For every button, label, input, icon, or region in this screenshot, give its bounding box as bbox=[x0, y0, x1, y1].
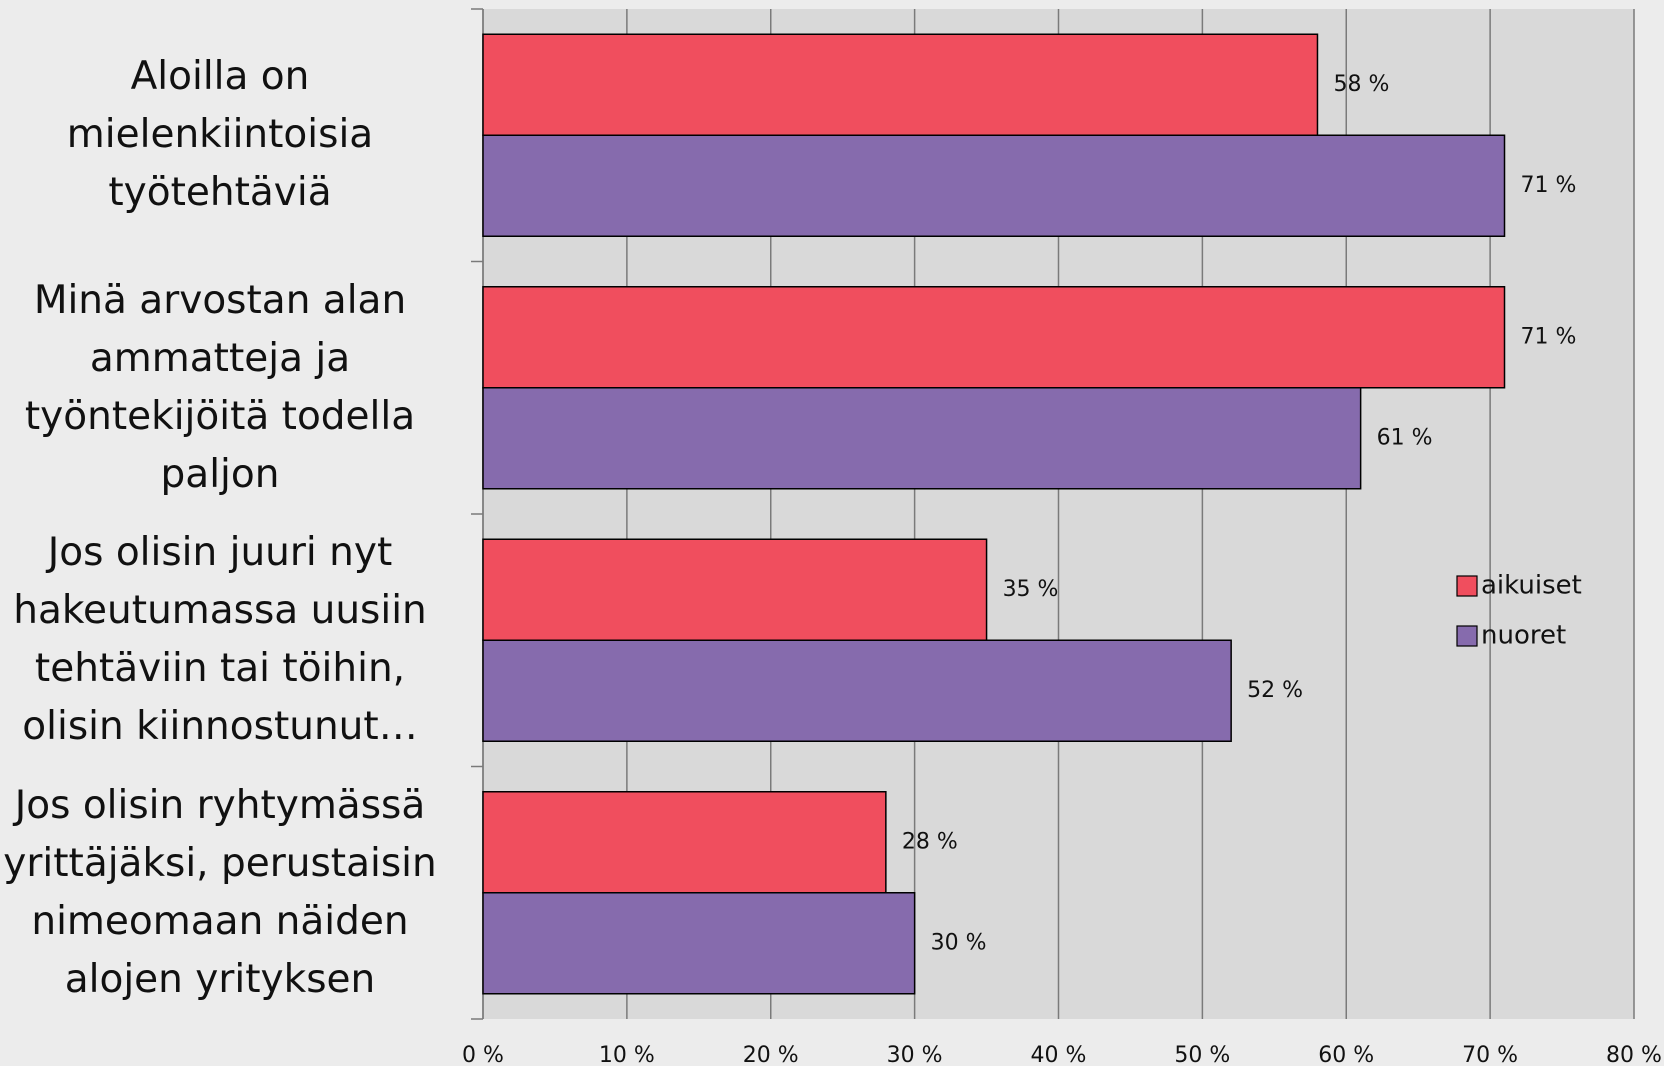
data-label: 71 % bbox=[1521, 324, 1577, 349]
data-label: 28 % bbox=[902, 829, 958, 854]
x-tick-label: 50 % bbox=[1174, 1043, 1230, 1066]
category-label: Minä arvostan alan ammatteja ja työnteki… bbox=[24, 277, 416, 497]
category-label: Aloilla on mielenkiintoisia työtehtäviä bbox=[66, 54, 374, 216]
legend-label: aikuiset bbox=[1481, 571, 1582, 601]
data-label: 30 % bbox=[931, 930, 987, 955]
x-tick-label: 20 % bbox=[743, 1043, 799, 1066]
x-tick-label: 30 % bbox=[887, 1043, 943, 1066]
bar bbox=[482, 639, 1232, 742]
data-label: 71 % bbox=[1521, 173, 1577, 198]
data-label: 61 % bbox=[1377, 425, 1433, 450]
x-tick-label: 40 % bbox=[1031, 1043, 1087, 1066]
legend-swatch bbox=[1456, 575, 1478, 597]
bar bbox=[482, 892, 916, 995]
legend-label: nuoret bbox=[1481, 621, 1566, 651]
data-label: 35 % bbox=[1003, 577, 1059, 602]
bar bbox=[482, 387, 1362, 490]
x-tick-label: 80 % bbox=[1606, 1043, 1662, 1066]
legend-swatch bbox=[1456, 625, 1478, 647]
x-tick-label: 0 % bbox=[462, 1043, 504, 1066]
x-tick-label: 70 % bbox=[1462, 1043, 1518, 1066]
x-tick-label: 60 % bbox=[1318, 1043, 1374, 1066]
data-label: 52 % bbox=[1247, 678, 1303, 703]
bar bbox=[482, 538, 988, 641]
category-label: Jos olisin juuri nyt hakeutumassa uusiin… bbox=[13, 530, 427, 750]
x-tick-label: 10 % bbox=[599, 1043, 655, 1066]
bar bbox=[482, 286, 1506, 389]
data-label: 58 % bbox=[1333, 72, 1389, 97]
bar bbox=[482, 134, 1506, 237]
category-label: Jos olisin ryhtymässä yrittäjäksi, perus… bbox=[3, 782, 437, 1002]
bar bbox=[482, 33, 1319, 136]
bar bbox=[482, 791, 887, 894]
